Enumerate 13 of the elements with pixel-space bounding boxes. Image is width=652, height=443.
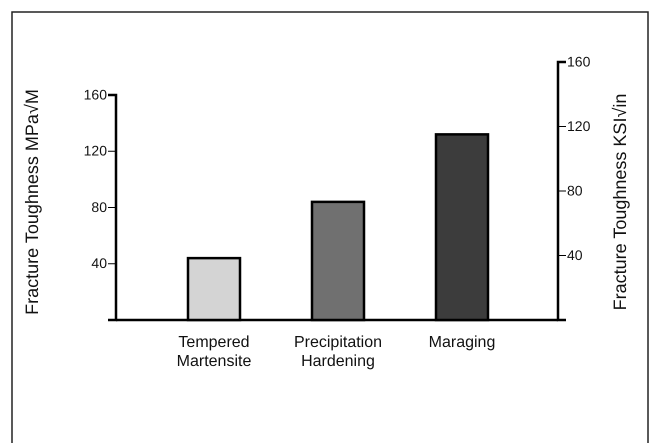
y2-tick-label: 160: [567, 53, 591, 70]
y-tick-label: 160: [84, 86, 108, 102]
y-tick-label: 80: [91, 198, 108, 215]
y-axis-title: Fracture Toughness MPa√M: [22, 89, 42, 315]
x-tick-label: Maraging: [428, 334, 496, 351]
x-tick-label: Tempered Martensite: [176, 334, 252, 370]
x-tick-label: Precipitation Hardening: [294, 334, 382, 370]
y2-tick-label: 80: [567, 182, 583, 198]
y-tick-label: 40: [91, 255, 108, 272]
y2-tick-label: 40: [567, 246, 583, 263]
y2-tick-label: 120: [567, 118, 591, 134]
y-tick-label: 120: [84, 142, 108, 159]
y2-axis-title: Fracture Toughness KSI√in: [610, 94, 630, 310]
